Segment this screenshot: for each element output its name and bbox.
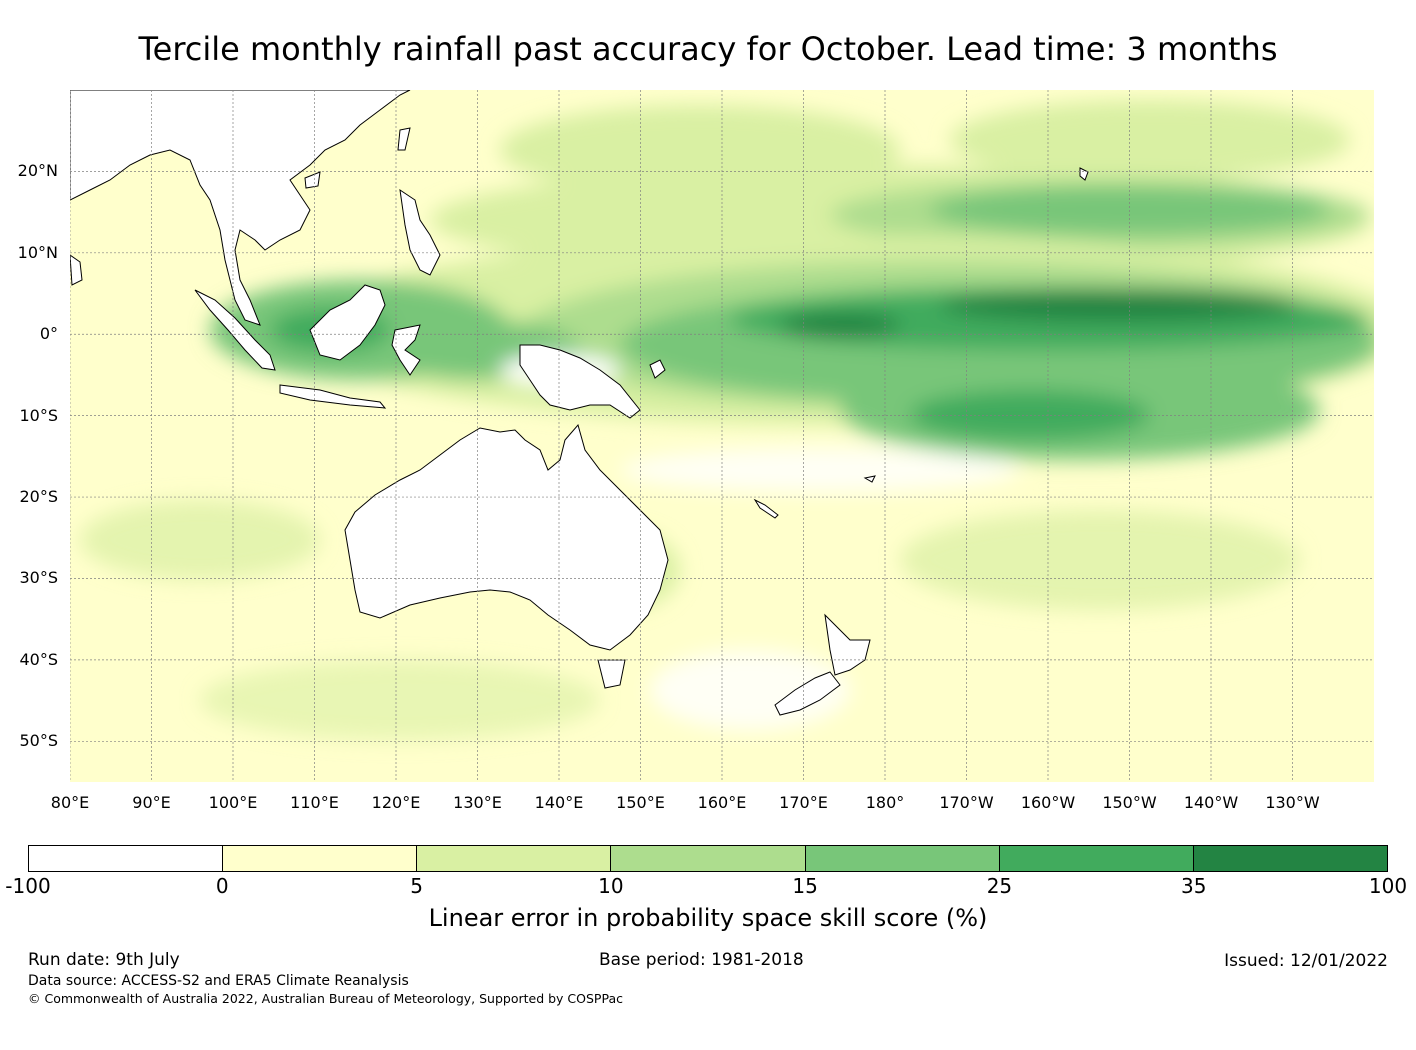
sulawesi	[391, 324, 421, 376]
new-zealand-south	[774, 671, 841, 716]
data-source: Data source: ACCESS-S2 and ERA5 Climate …	[28, 973, 409, 989]
colorbar-tick-label: 5	[410, 874, 423, 898]
hainan	[304, 171, 321, 189]
longitude-label: 120°E	[371, 793, 421, 812]
latitude-label: 30°S	[19, 568, 58, 588]
longitude-label: 80°E	[50, 793, 90, 812]
colorbar-tick-label: 25	[986, 874, 1013, 898]
new-caledonia	[753, 498, 779, 519]
land-masses	[70, 90, 1089, 716]
longitude-label: 140°W	[1183, 793, 1239, 812]
java	[279, 384, 387, 409]
taiwan	[397, 127, 411, 151]
sri-lanka	[70, 254, 83, 286]
colorbar-segment	[611, 846, 806, 871]
colorbar-segment	[999, 846, 1194, 871]
copyright: © Commonwealth of Australia 2022, Austra…	[28, 991, 623, 1006]
colorbar-tick-label: -100	[5, 874, 51, 898]
longitude-label: 170°E	[779, 793, 828, 812]
longitude-label: 150°W	[1102, 793, 1157, 812]
run-date: Run date: 9th July	[28, 950, 180, 970]
latitude-label: 50°S	[19, 731, 58, 751]
latitude-label: 10°S	[19, 405, 58, 425]
colorbar-tick-label: 100	[1368, 874, 1408, 898]
colorbar-tick-label: 35	[1180, 874, 1207, 898]
colorbar	[28, 845, 1388, 872]
longitude-label: 130°E	[453, 793, 502, 812]
issued-date: Issued: 12/01/2022	[1224, 951, 1388, 971]
longitude-label: 100°E	[208, 793, 258, 812]
fiji	[863, 475, 876, 483]
borneo	[309, 284, 386, 361]
latitude-label: 20°S	[19, 487, 58, 507]
latitude-label: 10°N	[17, 242, 58, 262]
colorbar-segment	[223, 846, 418, 871]
new-guinea	[519, 344, 641, 419]
skill-score-map	[70, 90, 1374, 782]
longitude-label: 110°E	[290, 793, 339, 812]
longitude-label: 160°W	[1020, 793, 1076, 812]
longitude-label: 130°W	[1265, 793, 1320, 812]
philippines	[399, 188, 441, 276]
colorbar-tick-label: 0	[215, 874, 229, 898]
longitude-label: 160°E	[697, 793, 747, 812]
gridlines	[70, 90, 1374, 782]
colorbar-tick-label: 15	[792, 874, 818, 898]
mainland-asia	[70, 90, 411, 326]
colorbar-segment	[29, 846, 224, 871]
longitude-label: 90°E	[132, 793, 171, 812]
longitude-label: 140°E	[534, 793, 584, 812]
sumatra	[194, 289, 276, 371]
longitude-label: 150°E	[616, 793, 665, 812]
colorbar-segment	[1193, 846, 1387, 871]
colorbar-segment	[417, 846, 612, 871]
australia	[344, 423, 669, 651]
map-title: Tercile monthly rainfall past accuracy f…	[138, 30, 1278, 68]
colorbar-label: Linear error in probability space skill …	[428, 904, 988, 932]
longitude-label: 170°W	[939, 793, 994, 812]
solomon-islands	[649, 359, 666, 379]
latitude-label: 20°N	[17, 161, 58, 181]
longitude-label: 180°	[865, 793, 905, 812]
latitude-label: 40°S	[19, 649, 58, 669]
colorbar-segment	[805, 846, 1000, 871]
base-period: Base period: 1981-2018	[599, 950, 804, 970]
colorbar-tick-label: 10	[598, 874, 624, 898]
latitude-label: 0°	[39, 324, 58, 344]
skill-shading	[80, 100, 1374, 740]
hawaii	[1079, 167, 1089, 181]
